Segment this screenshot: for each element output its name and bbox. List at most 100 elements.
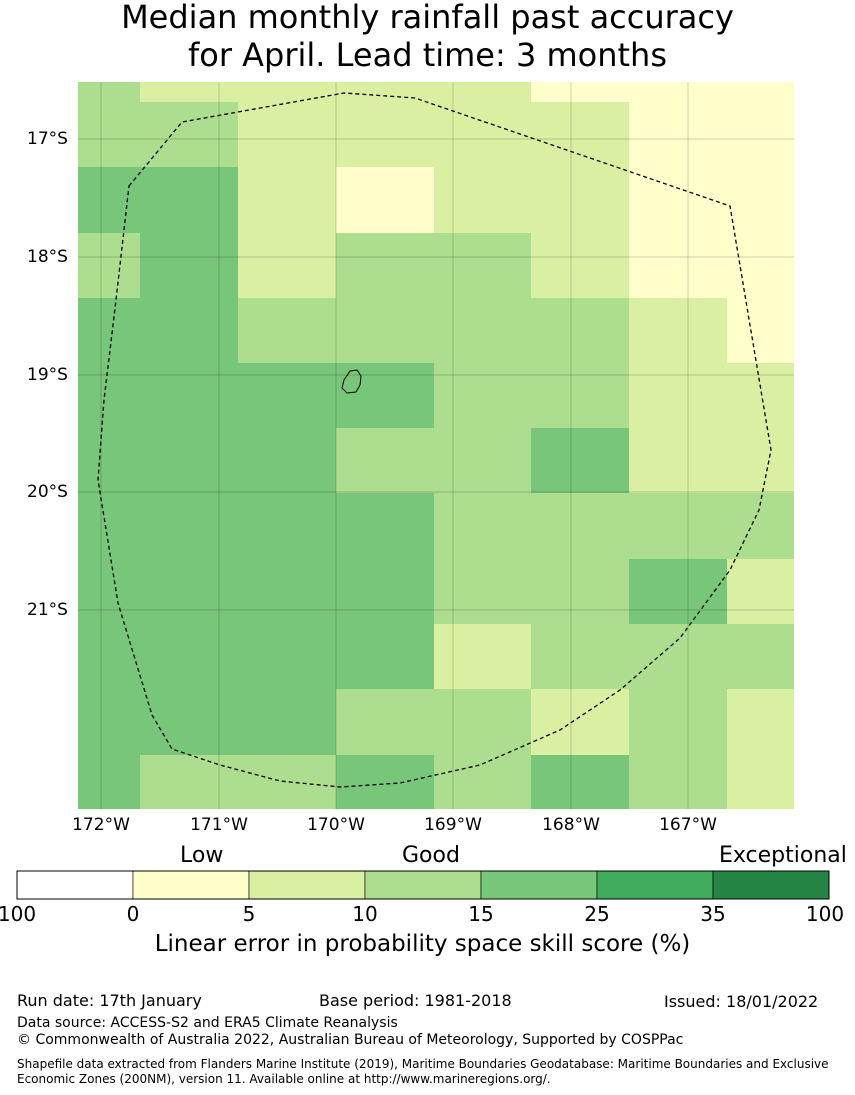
colorbar-tick: 5 xyxy=(242,902,256,926)
grid-cell xyxy=(336,689,434,755)
lat-label-18s: 18°S xyxy=(27,247,68,267)
grid-cell xyxy=(434,493,531,559)
colorbar-swatch xyxy=(16,870,134,900)
grid-cell xyxy=(336,82,434,102)
grid-cell xyxy=(78,167,140,233)
grid-cell xyxy=(78,363,140,428)
lat-label-19s: 19°S xyxy=(27,365,68,385)
copyright: © Commonwealth of Australia 2022, Austra… xyxy=(17,1032,684,1048)
grid-cell xyxy=(531,428,629,493)
grid-cell xyxy=(78,624,140,689)
colorbar-tick: 15 xyxy=(468,902,494,926)
grid-cell xyxy=(238,624,336,689)
lon-label-167w: 167°W xyxy=(659,815,717,835)
lat-label-20s: 20°S xyxy=(27,482,68,502)
map-title-line-2: for April. Lead time: 3 months xyxy=(187,36,667,74)
grid-cell xyxy=(434,363,531,428)
grid-cell xyxy=(434,624,531,689)
grid-cell xyxy=(629,689,727,755)
grid-cell xyxy=(140,689,238,755)
grid-cell xyxy=(434,82,531,102)
grid-cell xyxy=(629,298,727,363)
grid-cell xyxy=(336,102,434,167)
grid-cell xyxy=(336,624,434,689)
grid-cell xyxy=(336,428,434,493)
lat-label-21s: 21°S xyxy=(27,600,68,620)
eez-boundary xyxy=(97,92,772,788)
grid-cell xyxy=(727,298,794,363)
grid-cell xyxy=(727,363,794,428)
colorbar-title: Linear error in probability space skill … xyxy=(0,931,855,957)
grid-cell xyxy=(140,755,238,809)
grid-cell xyxy=(727,167,794,233)
grid-cell xyxy=(531,233,629,298)
skill-score-grid xyxy=(78,82,794,809)
grid-cell xyxy=(629,559,727,624)
grid-cell xyxy=(78,428,140,493)
grid-cell xyxy=(531,363,629,428)
grid-cell xyxy=(531,102,629,167)
grid-cell xyxy=(629,82,727,102)
grid-cell xyxy=(531,82,629,102)
grid-cell xyxy=(140,428,238,493)
grid-cell xyxy=(629,428,727,493)
grid-cell xyxy=(78,82,140,102)
colorbar-swatch xyxy=(480,870,598,900)
grid-cell xyxy=(78,755,140,809)
colorbar-swatch xyxy=(364,870,482,900)
grid-cell xyxy=(434,689,531,755)
grid-cell xyxy=(336,493,434,559)
grid-cell xyxy=(727,102,794,167)
colorbar-tick: 100 xyxy=(805,902,845,926)
grid-cell xyxy=(336,755,434,809)
grid-cell xyxy=(336,233,434,298)
grid-cell xyxy=(238,363,336,428)
grid-cell xyxy=(78,298,140,363)
grid-cell xyxy=(78,233,140,298)
graticule xyxy=(78,82,794,809)
lon-label-170w: 170°W xyxy=(307,815,365,835)
category-good: Good xyxy=(402,843,460,868)
grid-cell xyxy=(727,428,794,493)
grid-cell xyxy=(531,298,629,363)
colorbar-tick: 0 xyxy=(126,902,140,926)
base-period: Base period: 1981-2018 xyxy=(319,991,512,1010)
data-source: Data source: ACCESS-S2 and ERA5 Climate … xyxy=(17,1015,398,1031)
grid-cell xyxy=(238,689,336,755)
grid-cell xyxy=(434,102,531,167)
grid-cell xyxy=(434,559,531,624)
category-exceptional: Exceptional xyxy=(719,843,847,868)
grid-cell xyxy=(238,298,336,363)
grid-cell xyxy=(531,559,629,624)
grid-cell xyxy=(140,298,238,363)
grid-cell xyxy=(238,559,336,624)
grid-cell xyxy=(78,689,140,755)
grid-cell xyxy=(140,363,238,428)
grid-cell xyxy=(727,624,794,689)
colorbar-title-text: Linear error in probability space skill … xyxy=(154,931,691,957)
colorbar-frame xyxy=(16,870,830,900)
lat-label-17s: 17°S xyxy=(27,129,68,149)
lon-label-171w: 171°W xyxy=(190,815,248,835)
grid-cell xyxy=(336,363,434,428)
grid-cell xyxy=(629,755,727,809)
grid-cell xyxy=(238,428,336,493)
grid-cell xyxy=(727,689,794,755)
grid-cell xyxy=(727,233,794,298)
grid-cell xyxy=(140,559,238,624)
grid-cell xyxy=(434,233,531,298)
grid-cell xyxy=(336,298,434,363)
colorbar xyxy=(16,870,830,900)
issued-date: Issued: 18/01/2022 xyxy=(664,992,819,1011)
grid-cell xyxy=(531,689,629,755)
grid-cell xyxy=(78,559,140,624)
grid-cell xyxy=(531,624,629,689)
lon-label-169w: 169°W xyxy=(424,815,482,835)
colorbar-tick: 100 xyxy=(0,902,37,926)
niue-island-outline xyxy=(341,369,362,394)
colorbar-tick: 35 xyxy=(700,902,726,926)
grid-cell xyxy=(238,82,336,102)
grid-cell xyxy=(629,493,727,559)
grid-cell xyxy=(629,363,727,428)
